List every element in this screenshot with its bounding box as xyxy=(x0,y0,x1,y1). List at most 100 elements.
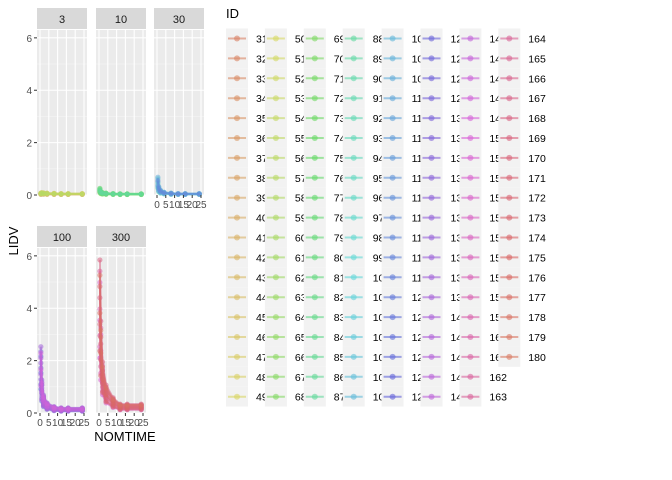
data-point xyxy=(58,191,64,197)
facet-strip-3 xyxy=(37,8,87,29)
legend-key-point xyxy=(506,314,513,321)
legend-item: 47 xyxy=(226,346,268,367)
legend-key-point xyxy=(467,373,474,380)
legend-key-point xyxy=(389,35,396,42)
legend-key-point xyxy=(428,115,435,122)
legend-label: 48 xyxy=(256,372,268,384)
legend-key-point xyxy=(234,373,240,380)
legend-key-point xyxy=(350,353,357,360)
legend-key-point xyxy=(428,95,435,102)
legend-item: 163 xyxy=(459,386,507,407)
legend-key-point xyxy=(428,373,435,380)
legend-label: 43 xyxy=(256,272,268,284)
legend-item: 60 xyxy=(264,227,307,248)
legend-label: 99 xyxy=(373,252,385,264)
facet-strip-label: 300 xyxy=(112,232,130,244)
legend-key-point xyxy=(272,254,279,261)
legend-key-point xyxy=(389,353,396,360)
legend-label: 83 xyxy=(334,312,346,324)
data-point xyxy=(51,404,57,410)
legend-label: 70 xyxy=(334,53,346,65)
legend-label: 49 xyxy=(256,392,268,404)
legend-label: 97 xyxy=(373,213,385,225)
legend-item: 37 xyxy=(226,147,268,168)
legend-label: 67 xyxy=(295,372,307,384)
legend-title: ID xyxy=(226,6,239,21)
legend-key-point xyxy=(467,95,474,102)
legend-key-point xyxy=(467,334,474,340)
legend-label: 78 xyxy=(334,213,346,225)
legend-item: 173 xyxy=(498,207,546,228)
legend-item: 82 xyxy=(303,287,346,308)
legend-key-point xyxy=(467,254,474,261)
legend-item: 32 xyxy=(226,48,268,69)
legend-item: 50 xyxy=(264,28,307,49)
legend-key-point xyxy=(350,174,357,181)
legend-label: 165 xyxy=(528,53,546,65)
data-point xyxy=(98,327,104,333)
legend-key-point xyxy=(311,334,318,340)
legend-key-point xyxy=(506,154,513,161)
legend-key-point xyxy=(350,393,357,400)
legend-label: 82 xyxy=(334,292,346,304)
legend-key-point xyxy=(350,314,357,321)
legend-item: 48 xyxy=(226,366,268,387)
legend-key-point xyxy=(389,135,396,141)
legend-label: 177 xyxy=(528,292,546,304)
legend-key-point xyxy=(467,274,474,281)
data-point xyxy=(175,191,181,197)
legend-item: 91 xyxy=(342,88,385,109)
legend-key-point xyxy=(311,154,318,161)
legend-label: 33 xyxy=(256,73,268,85)
legend-item: 62 xyxy=(264,267,307,288)
data-point xyxy=(40,394,47,400)
legend-key-point xyxy=(272,274,279,281)
facet-strip-10 xyxy=(96,8,146,29)
x-tick-label: 15 xyxy=(120,418,132,429)
legend-key-point xyxy=(234,95,240,102)
legend-key-point xyxy=(506,353,513,360)
legend-key-point xyxy=(311,174,318,181)
panel-background xyxy=(37,248,87,413)
x-tick-label: 25 xyxy=(78,418,90,429)
legend-item: 78 xyxy=(303,207,346,228)
legend-key-point xyxy=(272,55,279,62)
data-point xyxy=(65,191,71,197)
legend-item: 175 xyxy=(498,247,546,268)
data-point xyxy=(103,399,109,405)
legend-key-point xyxy=(311,254,318,261)
legend-key-point xyxy=(272,334,279,340)
legend-key-point xyxy=(428,35,435,42)
legend-label: 62 xyxy=(295,272,307,284)
data-point xyxy=(39,380,45,386)
data-point xyxy=(117,402,123,408)
x-tick-label: 20 xyxy=(129,418,141,429)
legend-item: 180 xyxy=(498,346,546,367)
legend-label: 71 xyxy=(334,73,346,85)
legend-label: 168 xyxy=(528,113,546,125)
panel-background xyxy=(37,30,87,195)
legend-key-point xyxy=(234,334,240,340)
legend-item: 162 xyxy=(459,366,507,387)
legend-label: 166 xyxy=(528,73,546,85)
legend-key-point xyxy=(234,174,240,181)
y-tick-label: 0 xyxy=(26,191,32,202)
legend-label: 87 xyxy=(334,392,346,404)
legend-key-point xyxy=(506,334,513,340)
legend-item: 51 xyxy=(264,48,307,69)
data-point xyxy=(97,257,103,263)
legend-item: 149 xyxy=(459,108,507,128)
legend-label: 51 xyxy=(295,53,307,65)
legend-key-point xyxy=(389,95,396,102)
x-tick-label: 5 xyxy=(105,418,111,429)
legend-label: 31 xyxy=(256,34,268,46)
legend-key-point xyxy=(506,95,513,102)
legend-label: 39 xyxy=(256,193,268,205)
facet-strip-300 xyxy=(96,226,146,247)
legend-key-point xyxy=(311,115,318,122)
legend-item: 67 xyxy=(264,366,307,387)
x-tick-label: 20 xyxy=(187,200,199,211)
legend-label: 86 xyxy=(334,372,346,384)
legend-label: 90 xyxy=(373,73,385,85)
